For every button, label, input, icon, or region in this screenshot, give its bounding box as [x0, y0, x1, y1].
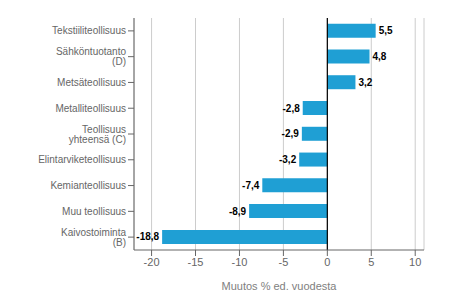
svg-text:-3,2: -3,2	[279, 154, 297, 165]
svg-text:Metsäteollisuus: Metsäteollisuus	[57, 77, 126, 88]
svg-text:Elintarviketeollisuus: Elintarviketeollisuus	[38, 154, 126, 165]
svg-text:Sähköntuotanto(D): Sähköntuotanto(D)	[56, 46, 126, 67]
svg-text:4,8: 4,8	[373, 51, 387, 62]
svg-text:3,2: 3,2	[358, 77, 372, 88]
svg-text:-2,9: -2,9	[282, 128, 300, 139]
svg-text:Metalliteollisuus: Metalliteollisuus	[55, 103, 126, 114]
svg-text:10: 10	[409, 256, 421, 268]
svg-text:-18,8: -18,8	[136, 231, 159, 242]
svg-text:-2,8: -2,8	[282, 103, 300, 114]
svg-text:-5: -5	[279, 256, 289, 268]
svg-text:Tekstiiliteollisuus: Tekstiiliteollisuus	[52, 25, 126, 36]
svg-text:-8,9: -8,9	[229, 206, 247, 217]
svg-text:5: 5	[368, 256, 374, 268]
svg-text:-7,4: -7,4	[242, 180, 260, 191]
svg-text:Kemianteollisuus: Kemianteollisuus	[50, 180, 126, 191]
svg-text:Muu teollisuus: Muu teollisuus	[62, 206, 126, 217]
svg-text:-10: -10	[232, 256, 248, 268]
svg-text:5,5: 5,5	[379, 25, 393, 36]
svg-text:-15: -15	[188, 256, 204, 268]
svg-text:-20: -20	[144, 256, 160, 268]
svg-text:Teollisuusyhteensä (C): Teollisuusyhteensä (C)	[69, 124, 126, 145]
svg-text:Muutos % ed. vuodesta: Muutos % ed. vuodesta	[222, 280, 338, 292]
svg-text:Kaivostoiminta(B): Kaivostoiminta(B)	[61, 227, 126, 248]
svg-text:0: 0	[324, 256, 330, 268]
